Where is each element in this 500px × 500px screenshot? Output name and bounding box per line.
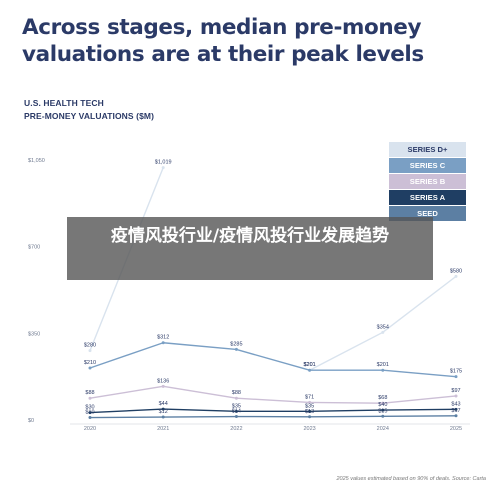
watermark-overlay-banner: 疫情风投行业/疫情风投行业发展趋势 — [67, 217, 433, 280]
x-tick-label: 2025 — [450, 426, 462, 432]
series-d-line-segment — [309, 331, 384, 371]
series-b-point — [234, 396, 238, 400]
source-note: 2025 values estimated based on 90% of de… — [336, 476, 486, 482]
series-b-data-label: $68 — [378, 395, 387, 401]
legend-item-series-c: SERIES C — [389, 158, 466, 173]
seed-point — [161, 415, 165, 419]
series-a-point — [381, 408, 385, 412]
series-d-data-label: $201 — [303, 362, 315, 368]
series-c-line-segment — [382, 369, 457, 378]
series-b-point — [88, 396, 92, 400]
legend-item-series-a: SERIES A — [389, 190, 466, 205]
series-d-point — [88, 349, 92, 353]
chart-subtitle-sector: U.S. HEALTH TECH — [24, 98, 104, 108]
series-b-line-segment — [89, 385, 164, 399]
series-b-point — [454, 394, 458, 398]
series-a-data-label: $35 — [232, 403, 241, 409]
series-c-point — [88, 366, 92, 370]
series-a-point — [161, 407, 165, 411]
series-a-point — [308, 409, 312, 413]
series-d-data-label: $580 — [450, 268, 462, 274]
x-tick-label: 2023 — [303, 426, 315, 432]
series-d-data-label: $280 — [84, 343, 96, 349]
series-c-point — [234, 347, 238, 351]
series-a-data-label: $30 — [85, 405, 94, 411]
y-tick-label: $1,050 — [28, 158, 45, 164]
seed-data-label: $17 — [451, 408, 460, 414]
series-c-point — [381, 368, 385, 372]
series-c-data-label: $312 — [157, 335, 169, 341]
series-b-point — [381, 401, 385, 405]
series-b-line-segment — [382, 395, 457, 404]
series-c-line-segment — [236, 348, 310, 371]
series-b-data-label: $71 — [305, 394, 314, 400]
seed-point — [454, 414, 458, 418]
series-b-line-segment — [236, 397, 310, 404]
seed-data-label: $14 — [232, 409, 241, 415]
legend-item-series-d: SERIES D+ — [389, 142, 466, 157]
series-c-line-segment — [163, 342, 237, 351]
series-c-data-label: $201 — [377, 362, 389, 368]
series-b-data-label: $88 — [232, 390, 241, 396]
series-b-line-segment — [309, 401, 383, 404]
series-d-data-label: $1,019 — [155, 160, 172, 166]
series-a-point — [454, 407, 458, 411]
chart-headline: Across stages, median pre-money valuatio… — [22, 15, 424, 67]
series-a-data-label: $43 — [451, 401, 460, 407]
series-c-data-label: $201 — [303, 362, 315, 368]
seed-data-label: $13 — [305, 409, 314, 415]
series-d-data-label: $354 — [377, 324, 389, 330]
seed-data-label: $15 — [378, 408, 387, 414]
series-b-point — [308, 400, 312, 404]
seed-point — [88, 416, 92, 420]
series-b-line-segment — [163, 385, 237, 399]
series-a-line-segment — [163, 408, 237, 413]
series-a-data-label: $44 — [159, 401, 168, 407]
series-a-data-label: $35 — [305, 403, 314, 409]
legend-item-series-b: SERIES B — [389, 174, 466, 189]
series-c-data-label: $175 — [450, 369, 462, 375]
series-a-data-label: $40 — [378, 402, 387, 408]
x-tick-label: 2022 — [230, 426, 242, 432]
series-d-point — [454, 274, 458, 278]
series-c-point — [161, 341, 165, 345]
series-c-data-label: $285 — [230, 341, 242, 347]
series-a-line-segment — [309, 409, 383, 413]
y-tick-label: $350 — [28, 331, 40, 337]
series-d-line-segment — [382, 275, 457, 333]
series-c-data-label: $210 — [84, 360, 96, 366]
x-tick-label: 2021 — [157, 426, 169, 432]
y-tick-label: $700 — [28, 245, 40, 251]
overlay-text: 疫情风投行业/疫情风投行业发展趋势 — [110, 226, 390, 246]
x-tick-label: 2020 — [84, 426, 96, 432]
series-b-point — [161, 384, 165, 388]
series-b-data-label: $97 — [451, 388, 460, 394]
series-b-data-label: $88 — [85, 390, 94, 396]
seed-data-label: $12 — [159, 409, 168, 415]
series-d-point — [161, 166, 165, 170]
series-a-point — [234, 409, 238, 413]
chart-legend: SERIES D+ SERIES C SERIES B SERIES A SEED — [389, 142, 466, 222]
series-a-point — [88, 411, 92, 415]
series-c-point — [454, 375, 458, 379]
seed-data-label: $10 — [85, 410, 94, 416]
series-d-point — [381, 330, 385, 334]
x-tick-label: 2024 — [377, 426, 389, 432]
series-c-point — [308, 368, 312, 372]
y-tick-label: $0 — [28, 418, 34, 424]
seed-point — [381, 414, 385, 418]
series-c-line-segment — [89, 342, 164, 369]
chart-subtitle-metric: PRE-MONEY VALUATIONS ($M) — [24, 111, 155, 121]
series-b-data-label: $136 — [157, 378, 169, 384]
seed-point — [308, 415, 312, 419]
seed-point — [234, 415, 238, 419]
series-a-line-segment — [89, 408, 164, 414]
series-a-line-segment — [382, 408, 457, 411]
